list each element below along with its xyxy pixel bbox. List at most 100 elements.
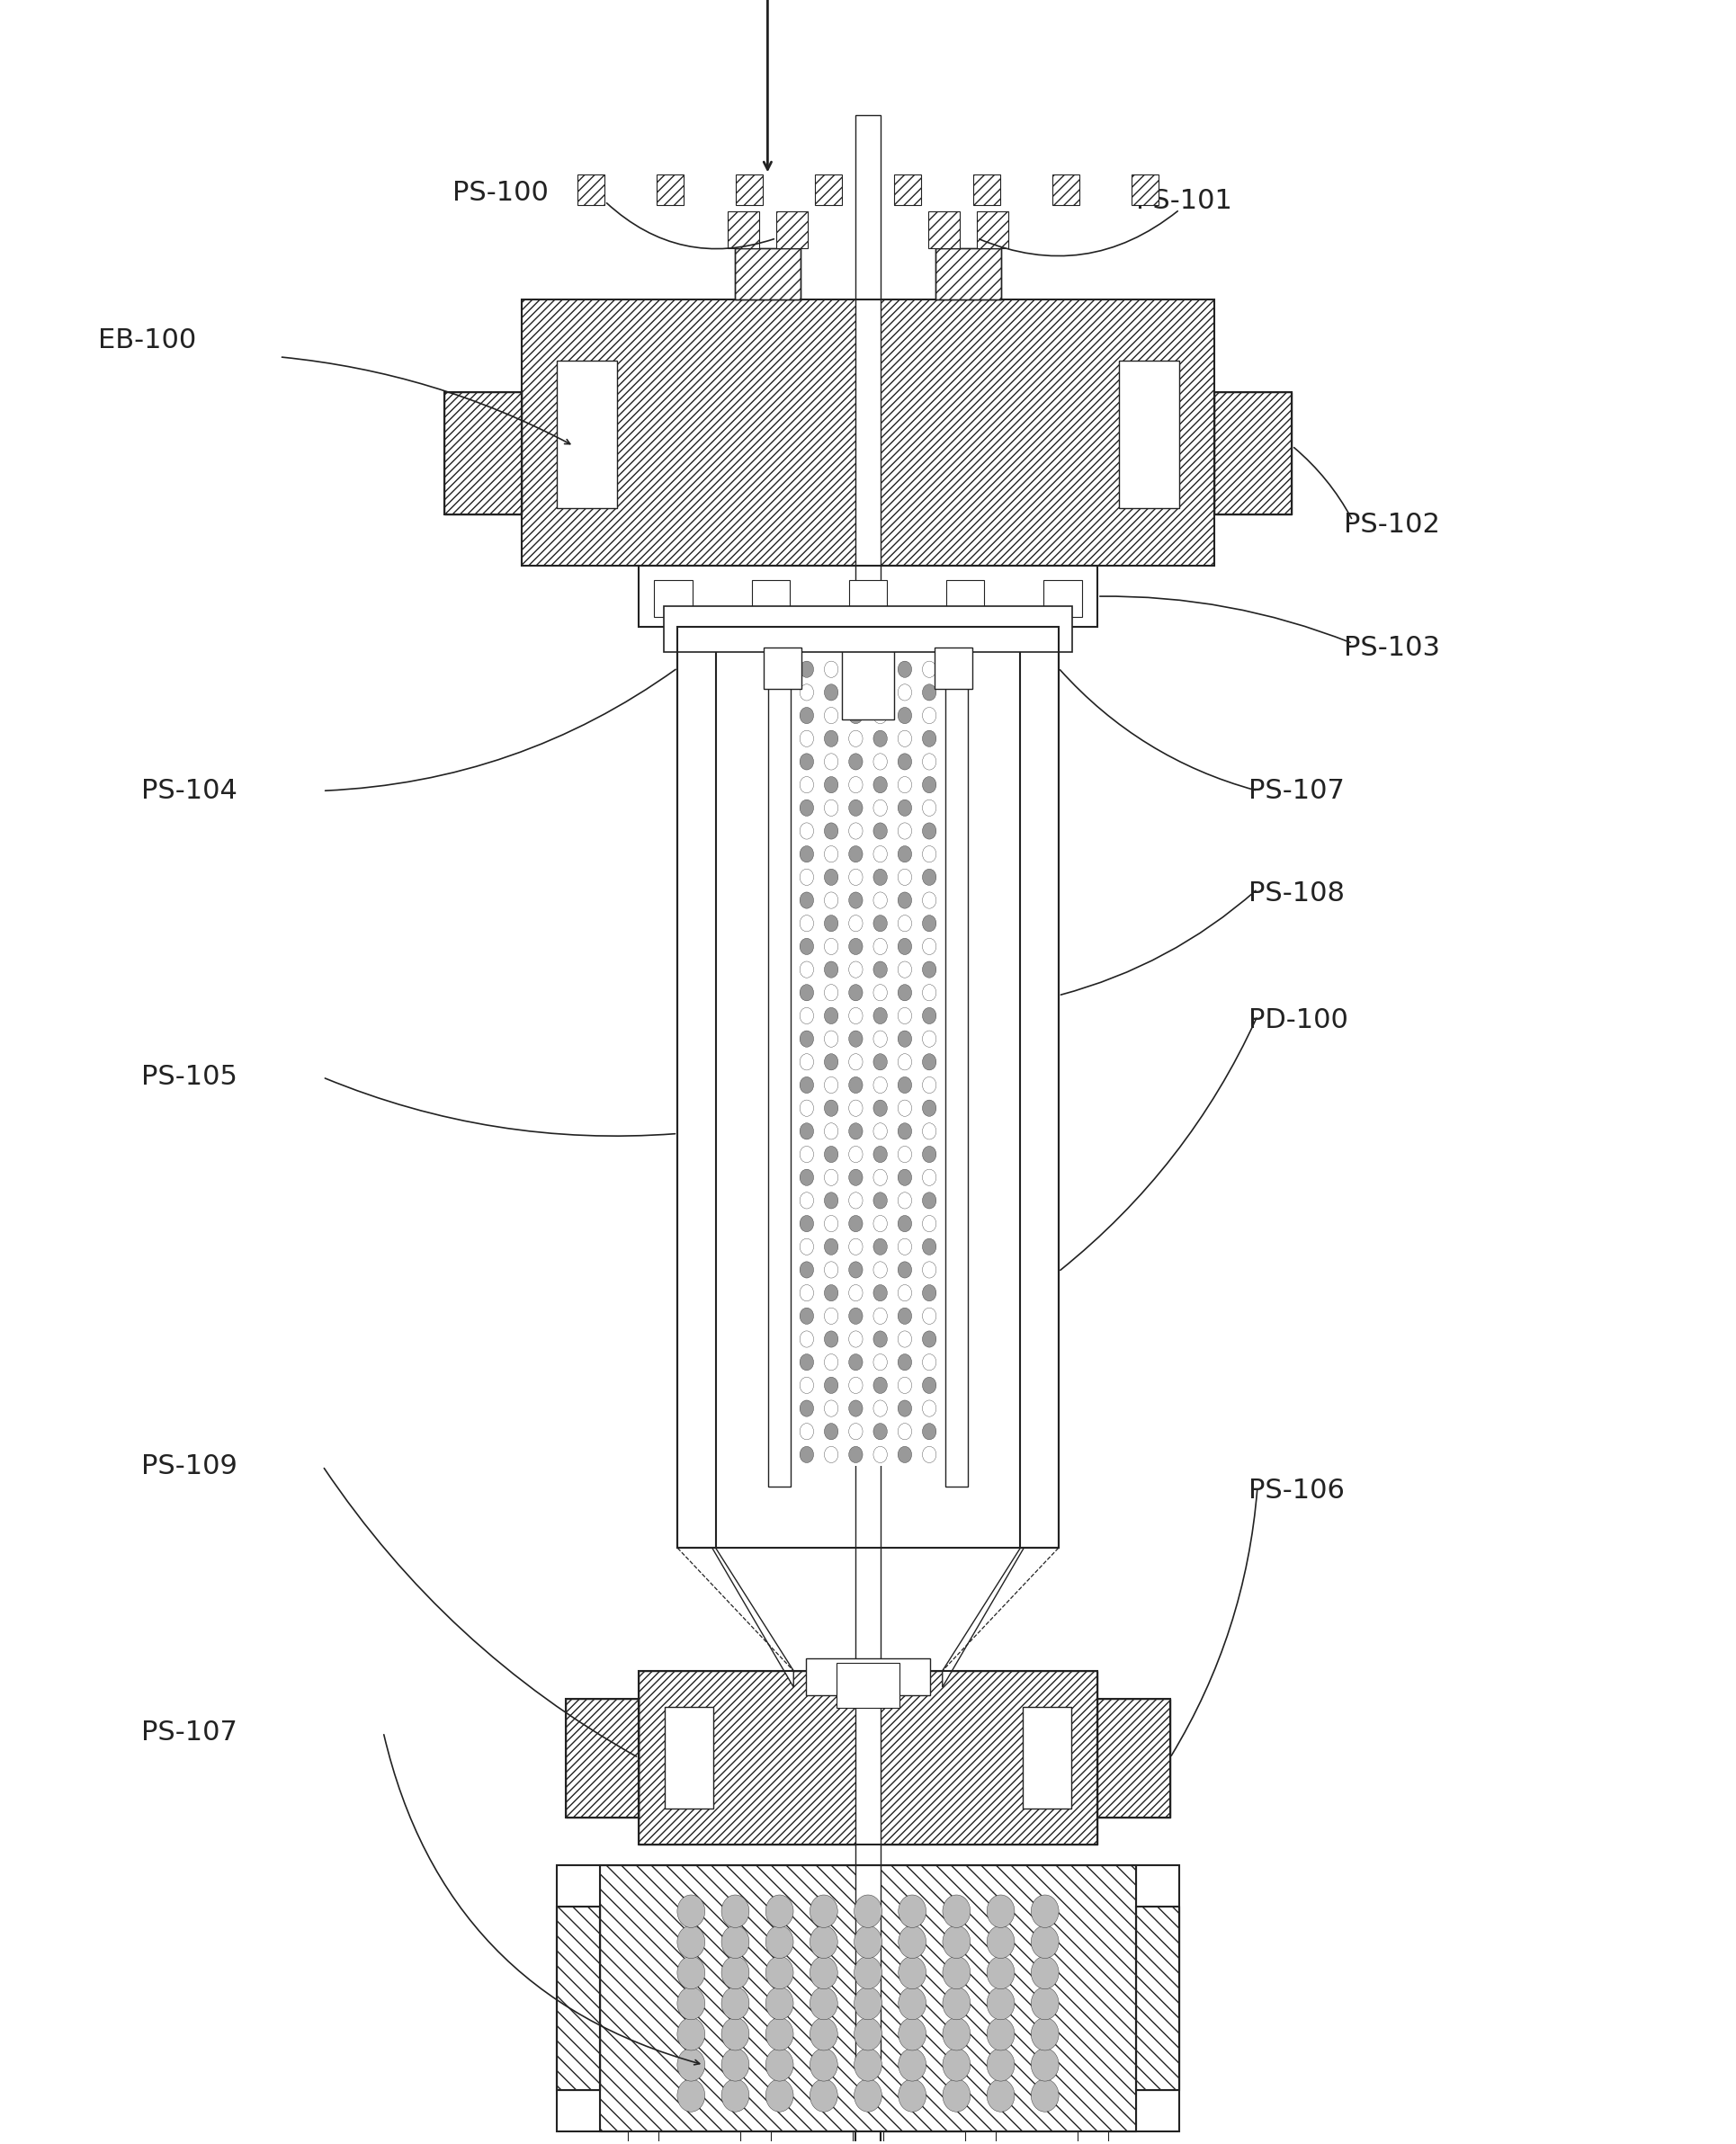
- Bar: [944, 626, 967, 1486]
- Circle shape: [854, 1895, 882, 1927]
- Circle shape: [922, 1216, 936, 1233]
- Circle shape: [922, 1400, 936, 1417]
- Circle shape: [677, 1925, 705, 1957]
- Circle shape: [899, 1987, 925, 2020]
- Circle shape: [898, 961, 911, 978]
- Circle shape: [849, 1447, 863, 1462]
- Circle shape: [873, 1400, 887, 1417]
- Circle shape: [873, 1447, 887, 1462]
- Circle shape: [825, 1400, 838, 1417]
- Circle shape: [873, 939, 887, 954]
- Bar: [1137, 1906, 1179, 2090]
- Circle shape: [899, 2080, 925, 2112]
- Circle shape: [986, 1925, 1014, 1957]
- Circle shape: [800, 1376, 814, 1394]
- Circle shape: [922, 1261, 936, 1278]
- Circle shape: [825, 847, 838, 862]
- Circle shape: [825, 915, 838, 930]
- Circle shape: [943, 2048, 970, 2082]
- Circle shape: [800, 984, 814, 1001]
- Circle shape: [825, 1447, 838, 1462]
- Circle shape: [922, 731, 936, 746]
- Circle shape: [722, 1987, 750, 2020]
- Bar: [856, 116, 880, 2060]
- Bar: [1132, 176, 1160, 206]
- Circle shape: [986, 1895, 1014, 1927]
- Circle shape: [898, 731, 911, 746]
- Bar: [557, 1906, 599, 2090]
- Circle shape: [800, 1355, 814, 1370]
- Circle shape: [811, 2080, 837, 2112]
- Circle shape: [800, 776, 814, 793]
- Circle shape: [943, 1895, 970, 1927]
- Circle shape: [898, 1076, 911, 1093]
- Circle shape: [922, 1168, 936, 1186]
- Circle shape: [899, 2048, 925, 2082]
- Bar: [842, 626, 894, 718]
- Circle shape: [800, 868, 814, 885]
- Circle shape: [800, 1261, 814, 1278]
- Circle shape: [922, 984, 936, 1001]
- Bar: [727, 212, 759, 249]
- Bar: [1021, 626, 1059, 1548]
- Circle shape: [898, 868, 911, 885]
- Circle shape: [873, 1308, 887, 1325]
- Bar: [734, 249, 800, 300]
- Circle shape: [898, 1123, 911, 1138]
- Circle shape: [811, 1955, 837, 1990]
- Circle shape: [873, 1053, 887, 1070]
- Circle shape: [922, 823, 936, 838]
- Bar: [444, 392, 523, 515]
- Polygon shape: [943, 1548, 1024, 1687]
- Circle shape: [825, 1192, 838, 1209]
- Bar: [639, 1670, 1097, 1844]
- Circle shape: [849, 1261, 863, 1278]
- Circle shape: [922, 1308, 936, 1325]
- Circle shape: [825, 1147, 838, 1162]
- Circle shape: [873, 753, 887, 770]
- Circle shape: [800, 1053, 814, 1070]
- Text: PS-105: PS-105: [141, 1063, 238, 1091]
- Circle shape: [873, 847, 887, 862]
- Bar: [1213, 392, 1292, 515]
- Circle shape: [922, 1008, 936, 1025]
- Circle shape: [766, 1987, 793, 2020]
- Circle shape: [873, 776, 887, 793]
- Circle shape: [849, 892, 863, 909]
- Circle shape: [800, 684, 814, 701]
- Circle shape: [922, 684, 936, 701]
- Circle shape: [849, 1031, 863, 1046]
- Circle shape: [766, 1895, 793, 1927]
- Circle shape: [800, 1308, 814, 1325]
- Circle shape: [873, 708, 887, 725]
- Circle shape: [854, 1987, 882, 2020]
- Circle shape: [873, 1239, 887, 1254]
- Bar: [677, 626, 1059, 1548]
- Circle shape: [825, 1053, 838, 1070]
- Circle shape: [825, 939, 838, 954]
- Circle shape: [849, 1284, 863, 1301]
- Circle shape: [898, 1376, 911, 1394]
- Bar: [1213, 392, 1292, 515]
- Circle shape: [849, 1100, 863, 1117]
- Text: PS-104: PS-104: [141, 778, 238, 804]
- Circle shape: [922, 708, 936, 725]
- Circle shape: [825, 1331, 838, 1346]
- Text: PS-108: PS-108: [1248, 879, 1345, 907]
- Circle shape: [825, 753, 838, 770]
- Bar: [557, 360, 616, 508]
- Circle shape: [943, 1925, 970, 1957]
- Circle shape: [898, 708, 911, 725]
- Circle shape: [899, 1925, 925, 1957]
- Bar: [764, 647, 802, 688]
- Circle shape: [898, 1355, 911, 1370]
- Circle shape: [825, 1376, 838, 1394]
- Circle shape: [800, 1424, 814, 1439]
- Circle shape: [898, 1400, 911, 1417]
- Circle shape: [811, 1895, 837, 1927]
- Text: PS-107: PS-107: [141, 1719, 238, 1745]
- Circle shape: [854, 2048, 882, 2082]
- Circle shape: [922, 847, 936, 862]
- Circle shape: [898, 847, 911, 862]
- Circle shape: [898, 1261, 911, 1278]
